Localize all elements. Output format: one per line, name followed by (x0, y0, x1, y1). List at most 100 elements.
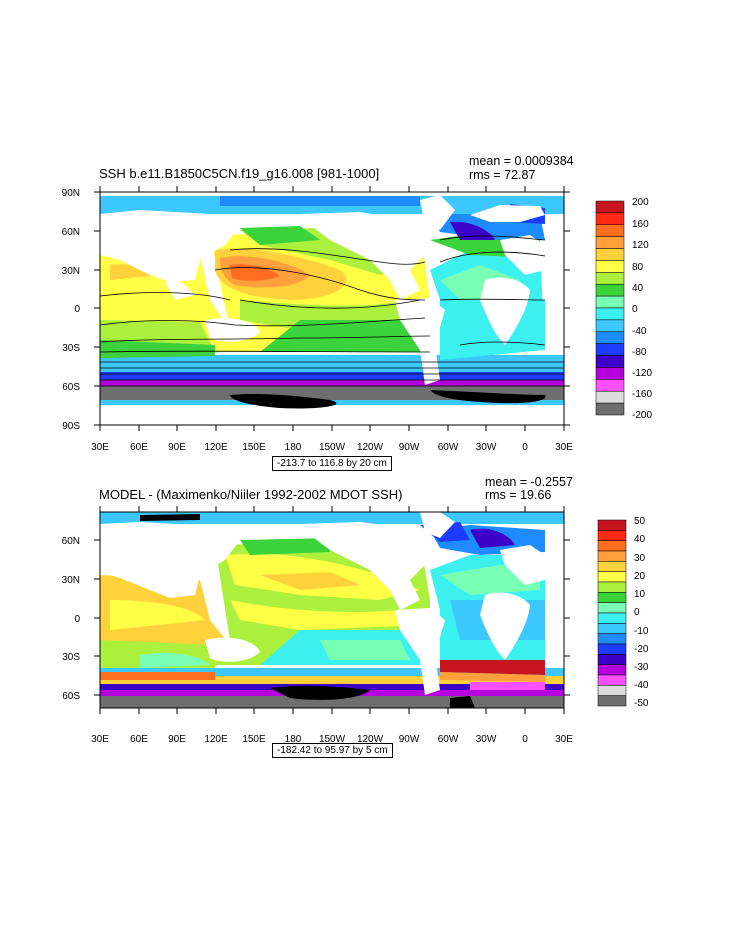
lat-label: 90S (62, 421, 80, 432)
panel2-title: MODEL - (Maximenko/Niiler 1992-2002 MDOT… (99, 487, 403, 502)
colorbar-swatch (597, 654, 627, 665)
lon-label: 90W (399, 734, 420, 745)
colorbar-label: 120 (632, 240, 649, 251)
colorbar-swatch (595, 248, 625, 261)
lon-label: 120W (357, 734, 384, 745)
lon-label: 120E (204, 442, 228, 453)
colorbar-label: -10 (634, 626, 649, 637)
lon-label: 60E (130, 734, 148, 745)
colorbar-label: 40 (632, 283, 644, 294)
colorbar-label: 0 (632, 304, 638, 315)
colorbar-label: 200 (632, 197, 649, 208)
panel2-range-label: -182.42 to 95.97 by 5 cm (272, 743, 393, 758)
colorbar-swatch (595, 331, 625, 344)
lat-label: 30N (62, 266, 80, 277)
colorbar-label: 40 (634, 534, 646, 545)
colorbar-swatch (597, 540, 627, 552)
lon-label: 180 (285, 442, 302, 453)
lat-label: 60S (62, 691, 80, 702)
colorbar-swatch (597, 633, 627, 645)
lon-label: 0 (522, 442, 528, 453)
lat-label: 0 (74, 614, 80, 625)
colorbar-swatch (595, 212, 625, 226)
panel2-rms: rms = 19.66 (485, 488, 552, 502)
lon-label: 30W (476, 734, 497, 745)
colorbar-swatch (597, 581, 627, 593)
panel2-mean: mean = -0.2557 (485, 475, 573, 489)
lon-label: 90E (168, 734, 186, 745)
ssh-field-1 (100, 192, 564, 425)
lon-label: 90E (168, 442, 186, 453)
lon-label: 30W (476, 442, 497, 453)
colorbar-swatch (597, 530, 627, 541)
panel1-range-label: -213.7 to 116.8 by 20 cm (272, 456, 392, 471)
colorbar-2-labels: 50 40 30 20 10 0 -10 -20 -30 -40 -50 (634, 516, 649, 709)
colorbar-label: -20 (634, 644, 649, 655)
lon-label: 30E (555, 442, 573, 453)
lat-label: 30S (62, 343, 80, 354)
lat-label: 60N (62, 536, 80, 547)
colorbar-swatch (595, 236, 625, 249)
colorbar-label: 10 (634, 589, 646, 600)
colorbar-swatch (597, 571, 627, 583)
colorbar-label: 20 (634, 571, 646, 582)
lon-label: 150W (319, 442, 346, 453)
lon-label: 60W (438, 734, 459, 745)
colorbar-label: -30 (634, 662, 649, 673)
lat-label: 60N (62, 227, 80, 238)
colorbar-swatch (597, 685, 627, 696)
colorbar-swatch (595, 295, 625, 309)
colorbar-swatch (597, 664, 627, 676)
panel1-mean: mean = 0.0009384 (469, 154, 574, 168)
colorbar-swatch (595, 224, 625, 237)
colorbar-label: -200 (632, 410, 652, 421)
colorbar-swatch (597, 623, 627, 634)
colorbar-swatch (595, 402, 625, 416)
lat-label: 60S (62, 382, 80, 393)
colorbar-label: -120 (632, 368, 652, 379)
lon-label: 120E (204, 734, 228, 745)
lon-label: 150E (242, 442, 266, 453)
colorbar-swatch (597, 550, 627, 562)
panel1-title: SSH b.e11.B1850C5CN.f19_g16.008 [981-100… (99, 166, 380, 181)
colorbar-1-labels: 200 160 120 80 40 0 -40 -80 -120 -160 -2… (632, 197, 652, 421)
colorbar-swatch (595, 319, 625, 333)
lat-label: 0 (74, 304, 80, 315)
colorbar-swatch (597, 674, 627, 686)
colorbar-label: -80 (632, 347, 647, 358)
colorbar-swatch (595, 200, 625, 214)
lon-label: 120W (357, 442, 384, 453)
colorbar-label: -40 (634, 680, 649, 691)
lon-label: 30E (555, 734, 573, 745)
lon-label: 60E (130, 442, 148, 453)
colorbar-swatch (595, 379, 625, 392)
lon-label: 150E (242, 734, 266, 745)
colorbar-label: 80 (632, 262, 644, 273)
colorbar-label: 160 (632, 219, 649, 230)
lon-label: 180 (285, 734, 302, 745)
colorbar-swatch (595, 283, 625, 297)
lon-label: 30E (91, 442, 109, 453)
colorbar-swatch (595, 272, 625, 285)
colorbar-label: -50 (634, 698, 649, 709)
colorbar-label: 0 (634, 607, 640, 618)
lon-label: 150W (319, 734, 346, 745)
panel1-rms: rms = 72.87 (469, 168, 536, 182)
ssh-field-2 (100, 512, 564, 708)
colorbar-swatch (595, 390, 625, 404)
colorbar-swatch (595, 307, 625, 321)
colorbar-swatch (597, 561, 627, 572)
colorbar-1 (595, 200, 625, 416)
colorbar-swatch (595, 355, 625, 368)
colorbar-swatch (597, 592, 627, 603)
colorbar-label: 30 (634, 553, 646, 564)
colorbar-label: 50 (634, 516, 646, 527)
colorbar-swatch (597, 519, 627, 531)
lat-label: 30S (62, 652, 80, 663)
lat-label: 90N (62, 188, 80, 199)
colorbar-swatch (597, 612, 627, 624)
colorbar-label: -160 (632, 389, 652, 400)
colorbar-swatch (595, 343, 625, 356)
lat-label: 30N (62, 575, 80, 586)
